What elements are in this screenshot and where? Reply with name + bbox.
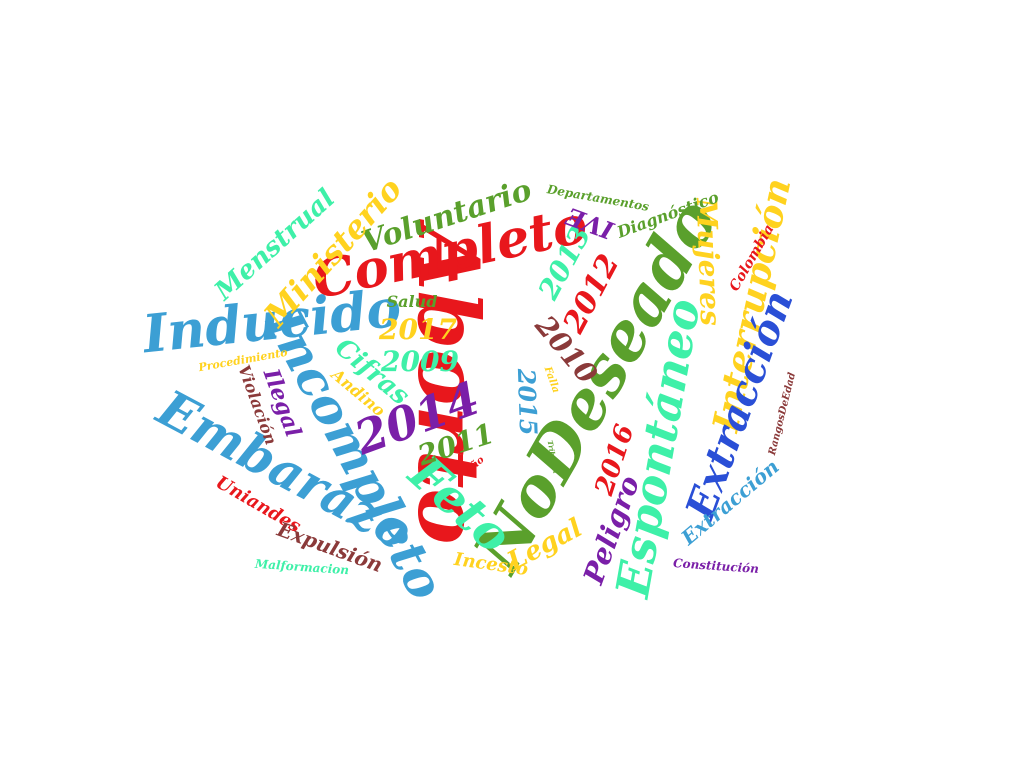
word-2009: 2009 — [381, 345, 459, 378]
word-falla: Falla — [541, 365, 562, 395]
word-mujeres: Mujeres — [689, 197, 728, 327]
word-2015: 2015 — [511, 368, 544, 436]
word-constitucion: Constitución — [672, 556, 760, 576]
word-2017: 2017 — [379, 313, 457, 346]
word-rangosdeedad: RangosDeEdad — [766, 371, 799, 457]
word-salud: Salud — [386, 292, 438, 311]
